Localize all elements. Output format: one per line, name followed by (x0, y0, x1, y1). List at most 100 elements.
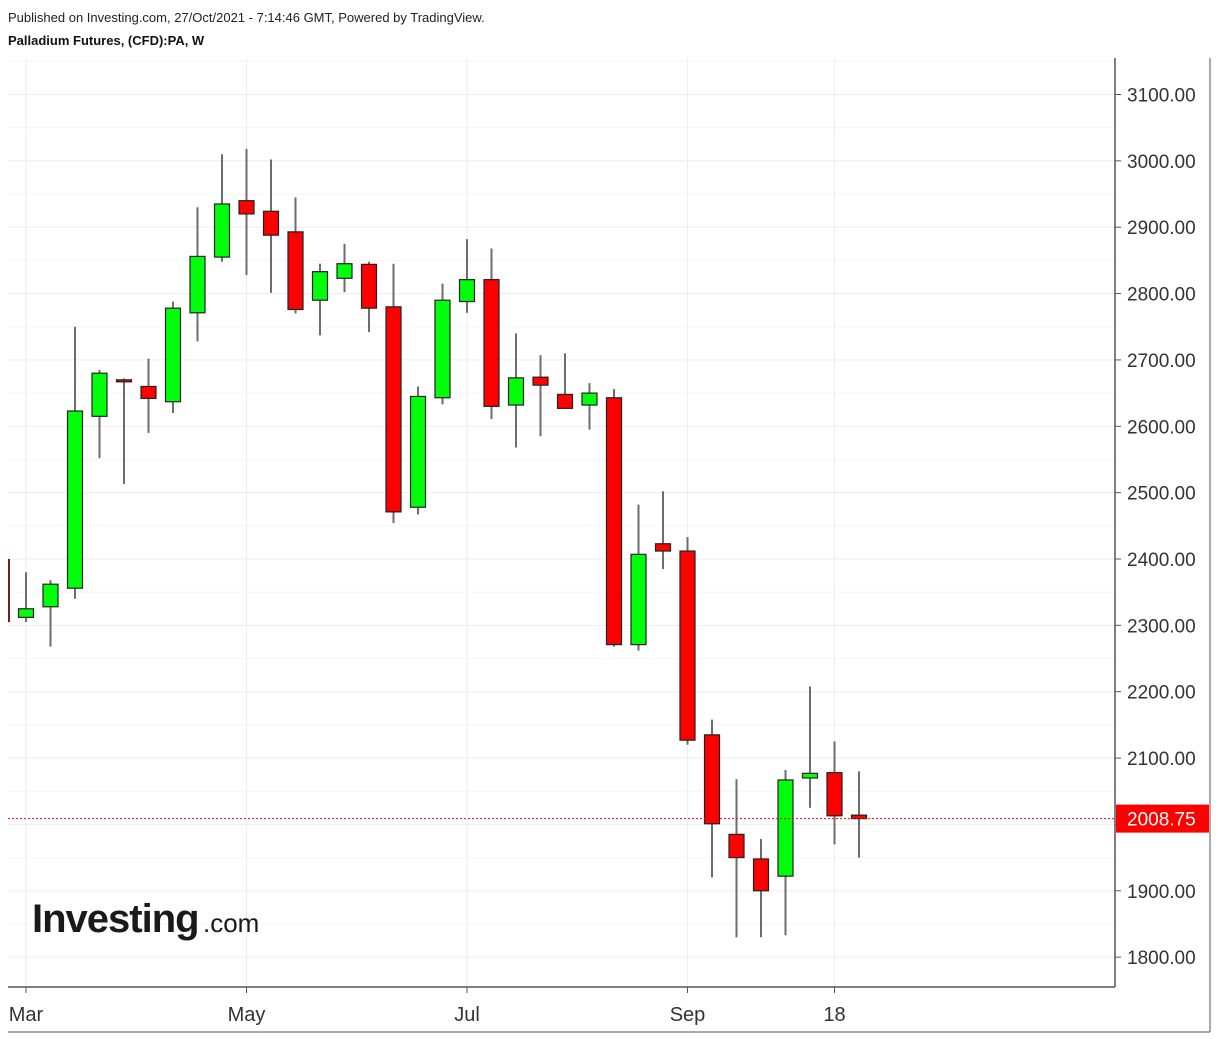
chart-grid (8, 58, 1115, 987)
candle-body (850, 814, 868, 820)
candle-body (728, 833, 745, 859)
x-tick-label: Sep (670, 1004, 706, 1026)
candle-body (434, 299, 451, 399)
candle[interactable] (532, 355, 549, 437)
candle[interactable] (42, 580, 59, 647)
candle[interactable] (189, 207, 206, 342)
y-tick-label: 2200.00 (1127, 683, 1196, 704)
candle-body (140, 385, 157, 400)
symbol-title: Palladium Futures, (CFD):PA, W (8, 33, 205, 48)
candle[interactable] (752, 839, 770, 938)
candle[interactable] (409, 386, 427, 515)
y-tick-label: 1900.00 (1127, 882, 1196, 903)
candle[interactable] (801, 686, 819, 808)
candle-body (336, 263, 353, 279)
investing-logo[interactable]: Investing .com (32, 897, 259, 941)
candle-body (458, 279, 476, 303)
candle[interactable] (703, 719, 721, 878)
candle[interactable] (679, 537, 696, 745)
logo-main-text: Investing (32, 897, 199, 941)
logo-suffix-text: .com (203, 908, 259, 938)
candle[interactable] (91, 369, 108, 459)
x-tick-label: Mar (9, 1004, 44, 1026)
candle[interactable] (140, 358, 157, 433)
y-tick-label: 2600.00 (1127, 417, 1196, 438)
candle-body (91, 372, 108, 417)
y-tick-label: 2100.00 (1127, 749, 1196, 770)
candle-body (752, 858, 770, 892)
candle-body (66, 410, 84, 589)
candle[interactable] (850, 771, 868, 858)
y-tick-label: 2700.00 (1127, 351, 1196, 372)
y-tick-label: 2400.00 (1127, 550, 1196, 571)
candle-body (483, 279, 500, 407)
candle[interactable] (336, 243, 353, 293)
candle[interactable] (115, 378, 133, 485)
axes-layer (8, 58, 1211, 1033)
candle[interactable] (360, 261, 378, 333)
candle[interactable] (213, 154, 231, 262)
candle[interactable] (262, 159, 280, 293)
candle[interactable] (630, 504, 647, 651)
candle[interactable] (287, 197, 304, 314)
candle[interactable] (581, 383, 598, 430)
candle[interactable] (311, 263, 329, 336)
candle-body (777, 779, 794, 877)
y-tick-label: 2500.00 (1127, 484, 1196, 505)
candle-body (532, 376, 549, 386)
y-tick-label: 2900.00 (1127, 218, 1196, 239)
candle-body (287, 231, 304, 311)
candle-body (679, 550, 696, 741)
candle-body (115, 379, 133, 383)
candle-body (556, 393, 574, 409)
candle[interactable] (483, 248, 500, 419)
candle[interactable] (458, 239, 476, 313)
x-tick-label: Jul (454, 1004, 480, 1026)
candle-body (189, 255, 206, 314)
last-price-label-group: 2008.75 (1116, 804, 1209, 833)
candle-body (164, 307, 182, 403)
candle-body (630, 553, 647, 646)
candle-body (262, 210, 280, 236)
candle-body (581, 392, 598, 406)
y-tick-label: 3000.00 (1127, 152, 1196, 173)
candle[interactable] (507, 333, 525, 448)
last-price-badge (1116, 804, 1209, 833)
candle-body (360, 263, 378, 309)
candle-body (826, 772, 843, 817)
x-tick-label: 18 (823, 1004, 845, 1026)
candle-body (801, 772, 819, 779)
candle-body (17, 608, 35, 618)
candle[interactable] (17, 572, 35, 623)
candle[interactable] (605, 389, 623, 647)
y-tick-label: 2300.00 (1127, 616, 1196, 637)
candle-body (654, 543, 672, 552)
candle[interactable] (434, 283, 451, 405)
candle-body (213, 203, 231, 258)
y-tick-label: 3100.00 (1127, 85, 1196, 106)
candle[interactable] (728, 779, 745, 938)
published-caption: Published on Investing.com, 27/Oct/2021 … (8, 10, 485, 25)
y-tick-label: 1800.00 (1127, 948, 1196, 969)
candle-body (409, 395, 427, 508)
candle[interactable] (654, 491, 672, 569)
x-tick-label: May (228, 1004, 266, 1026)
candle[interactable] (385, 263, 402, 524)
candle[interactable] (556, 353, 574, 409)
y-tick-label: 2800.00 (1127, 285, 1196, 306)
candle-body (507, 377, 525, 406)
candle[interactable] (238, 148, 255, 275)
candle-body (385, 306, 402, 513)
candle-body (703, 734, 721, 825)
candle-body (42, 583, 59, 608)
candle[interactable] (66, 326, 84, 599)
last-price-label: 2008.75 (1127, 810, 1196, 831)
candle-body (238, 200, 255, 215)
candles-layer (8, 148, 868, 938)
candle[interactable] (826, 741, 843, 845)
candle[interactable] (777, 770, 794, 936)
candle-body (311, 271, 329, 301)
candle-body (605, 397, 623, 646)
candle[interactable] (164, 301, 182, 414)
